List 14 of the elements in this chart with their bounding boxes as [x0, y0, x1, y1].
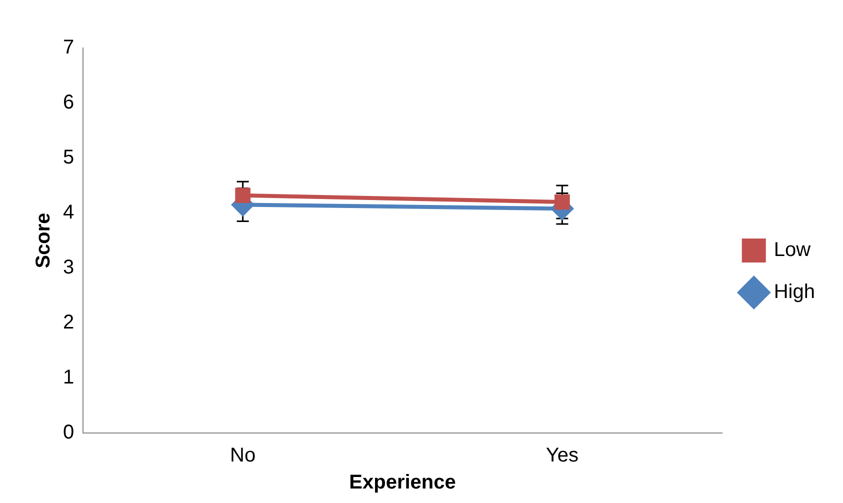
- y-tick-label: 4: [63, 202, 74, 224]
- y-tick-label: 2: [63, 312, 74, 334]
- y-tick-label: 7: [63, 36, 74, 59]
- legend-label: Low: [774, 239, 812, 262]
- y-tick-label: 3: [63, 256, 74, 279]
- y-tick-label: 1: [63, 366, 74, 389]
- y-tick-label: 5: [63, 146, 74, 169]
- x-tick-label: No: [230, 444, 256, 467]
- legend-label: High: [774, 281, 816, 304]
- y-tick-label: 0: [63, 422, 74, 444]
- x-tick-label: Yes: [546, 444, 578, 467]
- x-axis-title: Experience: [349, 472, 456, 494]
- y-tick-label: 6: [63, 92, 74, 114]
- y-axis-title: Score: [32, 212, 55, 268]
